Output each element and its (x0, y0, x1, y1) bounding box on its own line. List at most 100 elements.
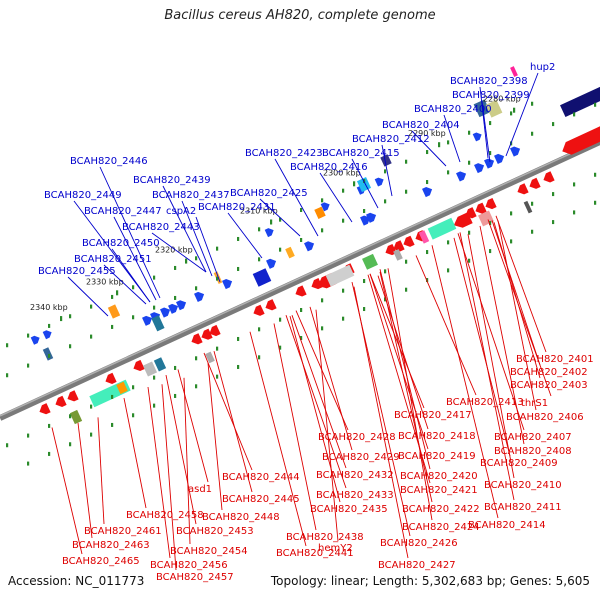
gene-shape (529, 177, 541, 189)
reverse-leader-line (415, 255, 477, 396)
forward-leader-line (113, 216, 157, 301)
feature-box (427, 217, 457, 240)
guide-dot (153, 275, 156, 280)
reverse-gene-arrow (485, 197, 497, 210)
gene-shape (510, 146, 521, 157)
forward-gene-label: BCAH820_2455 (38, 266, 116, 277)
feature-shape (362, 253, 378, 270)
kbp-label: 2320 kbp (155, 246, 193, 255)
guide-dot (531, 229, 534, 234)
forward-leader-line (381, 144, 393, 197)
guide-dot (216, 276, 219, 281)
guide-dot (174, 365, 177, 370)
gene-shape (160, 307, 171, 318)
forward-gene-label: BCAH820_2412 (352, 134, 430, 145)
guide-dot (594, 172, 597, 177)
forward-leader-line (73, 200, 151, 303)
feature-shape (285, 246, 295, 259)
feature-box (151, 315, 165, 332)
guide-dot (405, 259, 408, 264)
reverse-gene-arrow (403, 235, 415, 247)
reverse-gene-arrow (67, 390, 79, 402)
forward-strand-genes (30, 66, 600, 361)
kbp-tick (116, 290, 119, 296)
feature-box (523, 200, 533, 214)
forward-gene-label: BCAH820_2447 (84, 206, 162, 217)
reverse-leader-line (177, 369, 209, 483)
reverse-gene-label: BCAH820_2438 (286, 532, 364, 543)
guide-dot (153, 375, 156, 380)
reverse-gene-arrow (453, 212, 473, 228)
reverse-gene-label: BCAH820_2420 (400, 471, 478, 482)
reverse-gene-label: BCAH820_2418 (398, 431, 476, 442)
guide-dot (216, 374, 219, 379)
forward-gene-label: BCAH820_2431 (198, 202, 276, 213)
forward-gene-arrow (222, 279, 233, 290)
gene-shape (265, 299, 277, 311)
feature-box (314, 206, 326, 220)
guide-dot (258, 355, 261, 360)
kbp-tick (60, 316, 63, 322)
guide-dot (510, 239, 513, 244)
reverse-leader-line (379, 271, 433, 503)
forward-gene-arrow (194, 291, 205, 302)
reverse-gene-label: BCAH820_2407 (494, 432, 572, 443)
guide-dot (69, 442, 72, 447)
reverse-gene-label: BCAH820_2411 (484, 502, 562, 513)
forward-gene-arrow (374, 177, 384, 187)
guide-dot (552, 220, 555, 225)
gene-shape (264, 228, 274, 238)
forward-gene-label: BCAH820_2415 (322, 148, 400, 159)
guide-dot (174, 265, 177, 270)
guide-dot (27, 433, 30, 438)
reverse-gene-label: BCAH820_2406 (506, 412, 584, 423)
feature-shape (314, 206, 326, 220)
gene-shape (176, 300, 187, 311)
kbp-label: 2340 kbp (30, 303, 68, 312)
reverse-gene-arrow (265, 299, 277, 311)
guide-dot (384, 269, 387, 274)
forward-gene-label: BCAH820_2423 (245, 148, 323, 159)
guide-dot (489, 121, 492, 126)
reverse-gene-label: BCAH820_2421 (400, 485, 478, 496)
forward-leader-line (151, 232, 207, 273)
reverse-leader-line (497, 220, 537, 411)
reverse-gene-arrow (529, 177, 541, 189)
accession-text: Accession: NC_011773 (8, 574, 145, 588)
guide-dot (384, 199, 387, 204)
feature-shape (510, 66, 518, 77)
guide-dot (216, 346, 219, 351)
feature-box (285, 246, 295, 259)
gene-shape (55, 395, 67, 407)
feature-shape (116, 381, 128, 395)
guide-dot (195, 256, 198, 261)
reverse-gene-label: BCAH820_2413 (446, 397, 524, 408)
feature-box (362, 253, 378, 270)
feature-box (418, 230, 430, 244)
gene-shape (67, 390, 79, 402)
gene-shape (472, 132, 482, 142)
reverse-leader-line (97, 417, 105, 525)
forward-leader-line (481, 100, 491, 163)
forward-leader-line (505, 72, 539, 157)
reverse-gene-label: BCAH820_2403 (510, 380, 588, 391)
reverse-gene-label: BCAH820_2422 (402, 504, 480, 515)
reverse-gene-label: BCAH820_2456 (150, 560, 228, 571)
reverse-gene-label: BCAH820_2448 (202, 512, 280, 523)
reverse-gene-labels: BCAH820_2401BCAH820_2402BCAH820_2403thrS… (51, 215, 594, 583)
feature-box (69, 409, 83, 425)
guide-dot (573, 210, 576, 215)
reverse-gene-label: BCAH820_2457 (156, 572, 234, 583)
guide-dot (447, 140, 450, 145)
reverse-leader-line (467, 234, 515, 479)
guide-dot (6, 443, 9, 448)
guide-dot (594, 102, 597, 107)
reverse-gene-label: BCAH820_2461 (84, 526, 162, 537)
forward-gene-arrow (304, 241, 315, 252)
guide-dot (195, 356, 198, 361)
forward-gene-arrow (266, 258, 277, 269)
forward-gene-large (560, 83, 600, 118)
gene-shape (194, 291, 205, 302)
guide-dot (321, 326, 324, 331)
